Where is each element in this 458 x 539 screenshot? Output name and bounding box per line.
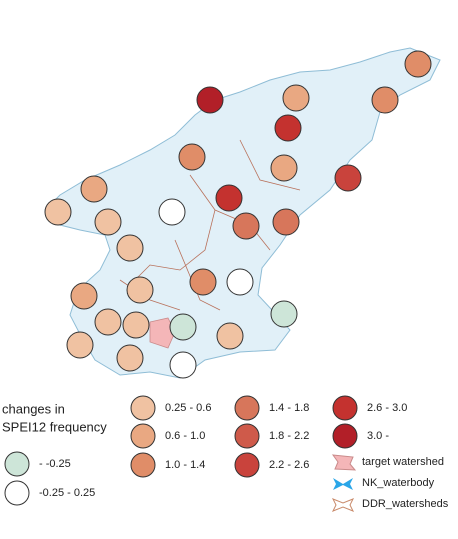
legend-label: 0.6 - 1.0 bbox=[165, 430, 205, 442]
legend-label: 2.6 - 3.0 bbox=[367, 402, 407, 414]
legend-label: 1.0 - 1.4 bbox=[165, 459, 205, 471]
station bbox=[116, 234, 144, 262]
legend-swatch bbox=[4, 451, 30, 477]
legend-swatch bbox=[130, 452, 156, 478]
legend-swatch bbox=[234, 452, 260, 478]
legend-swatch bbox=[234, 395, 260, 421]
station bbox=[189, 268, 217, 296]
legend-label: 1.4 - 1.8 bbox=[269, 402, 309, 414]
legend-label: 1.8 - 2.2 bbox=[269, 430, 309, 442]
station bbox=[404, 50, 432, 78]
station bbox=[334, 164, 362, 192]
station bbox=[44, 198, 72, 226]
legend-swatch bbox=[332, 423, 358, 449]
station bbox=[169, 351, 197, 379]
legend-label: - -0.25 bbox=[39, 458, 71, 470]
station bbox=[66, 331, 94, 359]
station bbox=[169, 313, 197, 341]
legend-label: DDR_watersheds bbox=[362, 498, 449, 510]
station bbox=[80, 175, 108, 203]
legend-swatch bbox=[332, 395, 358, 421]
station bbox=[371, 86, 399, 114]
legend-swatch bbox=[234, 423, 260, 449]
station bbox=[70, 282, 98, 310]
legend-swatch bbox=[130, 423, 156, 449]
legend-swatch bbox=[130, 395, 156, 421]
station bbox=[270, 300, 298, 328]
station bbox=[226, 268, 254, 296]
station bbox=[270, 154, 298, 182]
legend-label: NK_waterbody bbox=[362, 477, 435, 489]
station bbox=[122, 311, 150, 339]
legend-label: 3.0 - bbox=[367, 430, 389, 442]
station bbox=[158, 198, 186, 226]
station bbox=[126, 276, 154, 304]
station bbox=[216, 322, 244, 350]
stations bbox=[44, 50, 432, 379]
legend-label: target watershed bbox=[362, 456, 444, 468]
station bbox=[215, 184, 243, 212]
station bbox=[94, 208, 122, 236]
station bbox=[196, 86, 224, 114]
legend-title: changes in bbox=[2, 401, 65, 416]
station bbox=[178, 143, 206, 171]
station bbox=[272, 208, 300, 236]
station bbox=[116, 344, 144, 372]
layer-icons bbox=[331, 454, 357, 512]
legend-title: SPEI12 frequency bbox=[2, 419, 107, 434]
station bbox=[274, 114, 302, 142]
station bbox=[232, 212, 260, 240]
legend-label: 2.2 - 2.6 bbox=[269, 459, 309, 471]
station bbox=[94, 308, 122, 336]
legend-label: -0.25 - 0.25 bbox=[39, 487, 95, 499]
legend-swatch bbox=[4, 480, 30, 506]
station bbox=[282, 84, 310, 112]
legend-label: 0.25 - 0.6 bbox=[165, 402, 211, 414]
